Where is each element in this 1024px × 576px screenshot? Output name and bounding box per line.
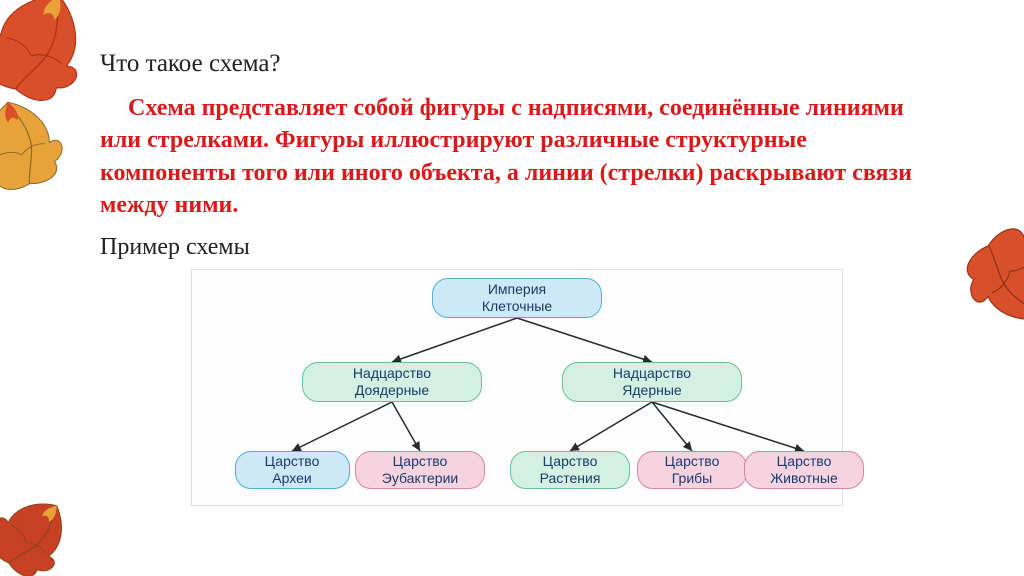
node-nk2: НадцарствоЯдерные: [562, 362, 742, 402]
example-label: Пример схемы: [100, 234, 934, 261]
node-k3: ЦарствоРастения: [510, 451, 630, 489]
node-nk1: НадцарствоДоядерные: [302, 362, 482, 402]
node-k4: ЦарствоГрибы: [637, 451, 747, 489]
node-k1: ЦарствоАрхеи: [235, 451, 350, 489]
definition-text: Схема представляет собой фигуры с надпис…: [100, 92, 934, 222]
node-k5: ЦарствоЖивотные: [744, 451, 864, 489]
tree-diagram: ИмперияКлеточные НадцарствоДоядерные Надца…: [191, 269, 843, 506]
node-root: ИмперияКлеточные: [432, 278, 602, 318]
node-k2: ЦарствоЭубактерии: [355, 451, 485, 489]
page-title: Что такое схема?: [100, 50, 934, 78]
